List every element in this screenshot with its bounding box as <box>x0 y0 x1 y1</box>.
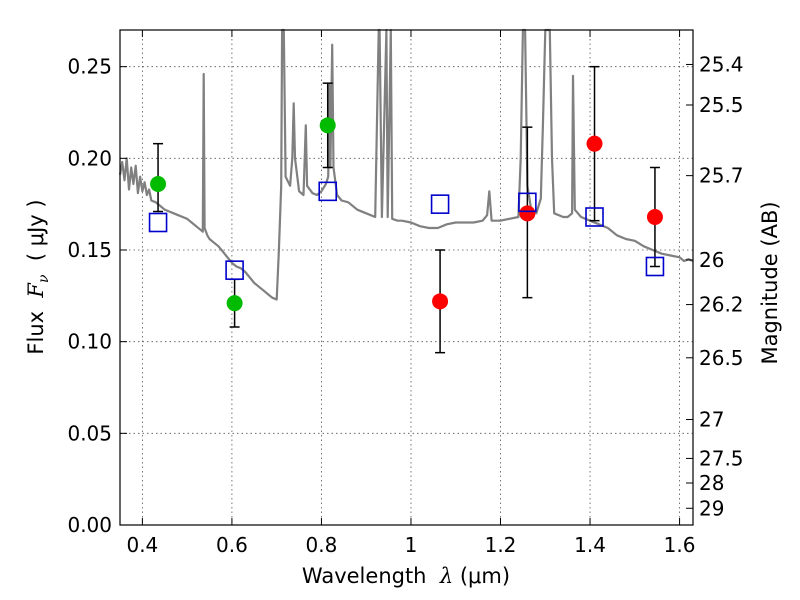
x-tick-label: 1 <box>405 533 418 557</box>
data-point <box>586 135 603 152</box>
x-tick-label: 0.8 <box>306 533 338 557</box>
y-tick-label: 0.10 <box>67 330 112 354</box>
magnitude-tick-label: 25.4 <box>699 52 744 76</box>
model-point <box>645 256 665 277</box>
magnitude-tick-label: 26.2 <box>699 293 744 317</box>
x-tick-label: 1.6 <box>664 533 696 557</box>
x-tick-label: 0.6 <box>216 533 248 557</box>
model-point <box>585 207 604 227</box>
model-point <box>148 212 168 233</box>
marker-layer <box>148 117 665 312</box>
x-tick-label: 1.4 <box>574 533 606 557</box>
y-axis-label-prefix: Flux <box>24 298 48 355</box>
model-point <box>318 181 338 202</box>
y-tick-label: 0.05 <box>67 421 112 445</box>
data-point <box>150 176 167 192</box>
template-spectrum-line <box>118 28 694 301</box>
model-point <box>225 260 244 280</box>
magnitude-tick-label: 27.5 <box>699 446 744 470</box>
x-axis-label-suffix: (μm) <box>453 564 510 588</box>
template-spectrum-layer <box>118 28 694 301</box>
y-axis-label-subscript: ν <box>36 274 52 283</box>
model-point <box>518 192 537 213</box>
magnitude-tick-label: 27 <box>699 407 724 431</box>
magnitude-tick-label: 28 <box>699 471 724 495</box>
x-tick-label: 0.4 <box>126 533 158 557</box>
data-point <box>646 209 663 225</box>
data-point <box>319 117 336 134</box>
plot-frame <box>119 29 694 526</box>
y-axis-label-symbol: F <box>24 282 48 299</box>
errorbar-layer <box>153 65 660 354</box>
model-point <box>430 194 450 214</box>
magnitude-tick-label: 26.5 <box>699 346 744 370</box>
y-tick-label: 0.00 <box>67 513 112 537</box>
tick-layer: 0.4 0.6 0.8 1 1.2 1.4 1.6 0.00 0.05 0.10 0.15 0.20 0… <box>67 30 744 557</box>
x-axis-label-symbol: λ <box>439 564 453 588</box>
x-tick-label: 1.2 <box>485 533 517 557</box>
data-point <box>432 293 449 310</box>
x-axis-label: Wavelength λ (μm) <box>302 564 510 588</box>
data-point <box>226 295 243 312</box>
y-axis-label: Flux Fν ( μJy ) <box>24 199 52 354</box>
data-point <box>519 205 536 222</box>
y-tick-label: 0.25 <box>67 55 112 79</box>
grid <box>120 30 693 526</box>
y-tick-label: 0.20 <box>67 146 112 170</box>
magnitude-axis-label: Magnitude (AB) <box>758 201 782 364</box>
magnitude-tick-label: 29 <box>699 496 724 520</box>
magnitude-tick-label: 25.7 <box>699 164 744 188</box>
magnitude-tick-label: 26 <box>699 248 724 272</box>
y-axis-label-suffix: ( μJy ) <box>24 199 48 274</box>
y-tick-label: 0.15 <box>67 238 112 262</box>
x-axis-label-prefix: Wavelength <box>302 564 440 588</box>
magnitude-tick-label: 25.5 <box>699 93 744 117</box>
